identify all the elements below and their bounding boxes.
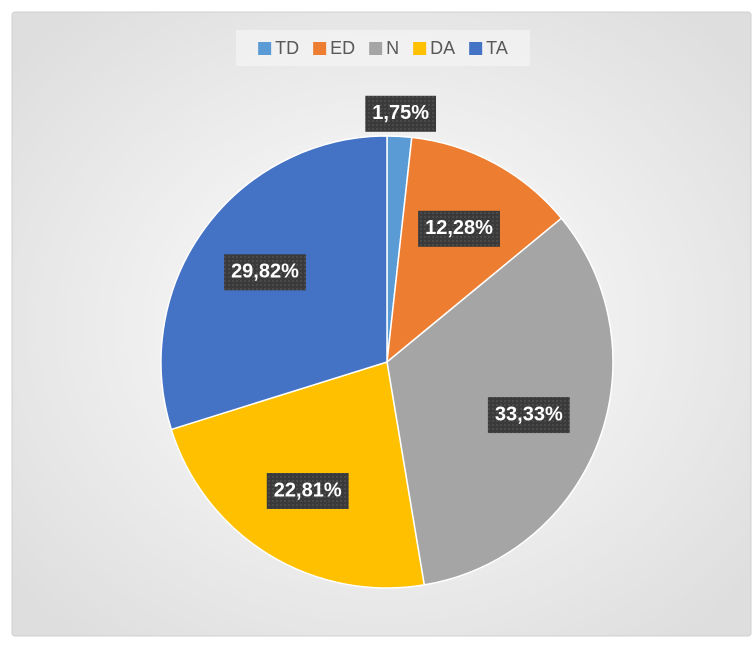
legend-swatch <box>413 42 427 55</box>
data-label-box <box>266 473 349 510</box>
data-label: 29,82% <box>231 261 299 283</box>
legend-label: TD <box>275 38 299 58</box>
data-label: 22,81% <box>274 479 342 501</box>
legend-swatch <box>369 42 383 55</box>
pie-slice <box>386 136 563 364</box>
data-label-box <box>365 95 437 132</box>
legend-label: ED <box>330 38 355 58</box>
legend-swatch <box>313 42 327 55</box>
legend-label: N <box>386 38 399 58</box>
legend-swatch <box>469 42 483 55</box>
data-label: 12,28% <box>425 217 493 239</box>
legend-swatch <box>258 42 272 55</box>
data-label-box <box>418 210 500 247</box>
data-label-box <box>224 254 306 291</box>
legend-label: TA <box>486 38 508 58</box>
data-label: 33,33% <box>495 403 563 425</box>
data-label-box <box>487 397 570 434</box>
data-label: 1,75% <box>372 102 429 124</box>
legend-label: DA <box>430 38 455 58</box>
